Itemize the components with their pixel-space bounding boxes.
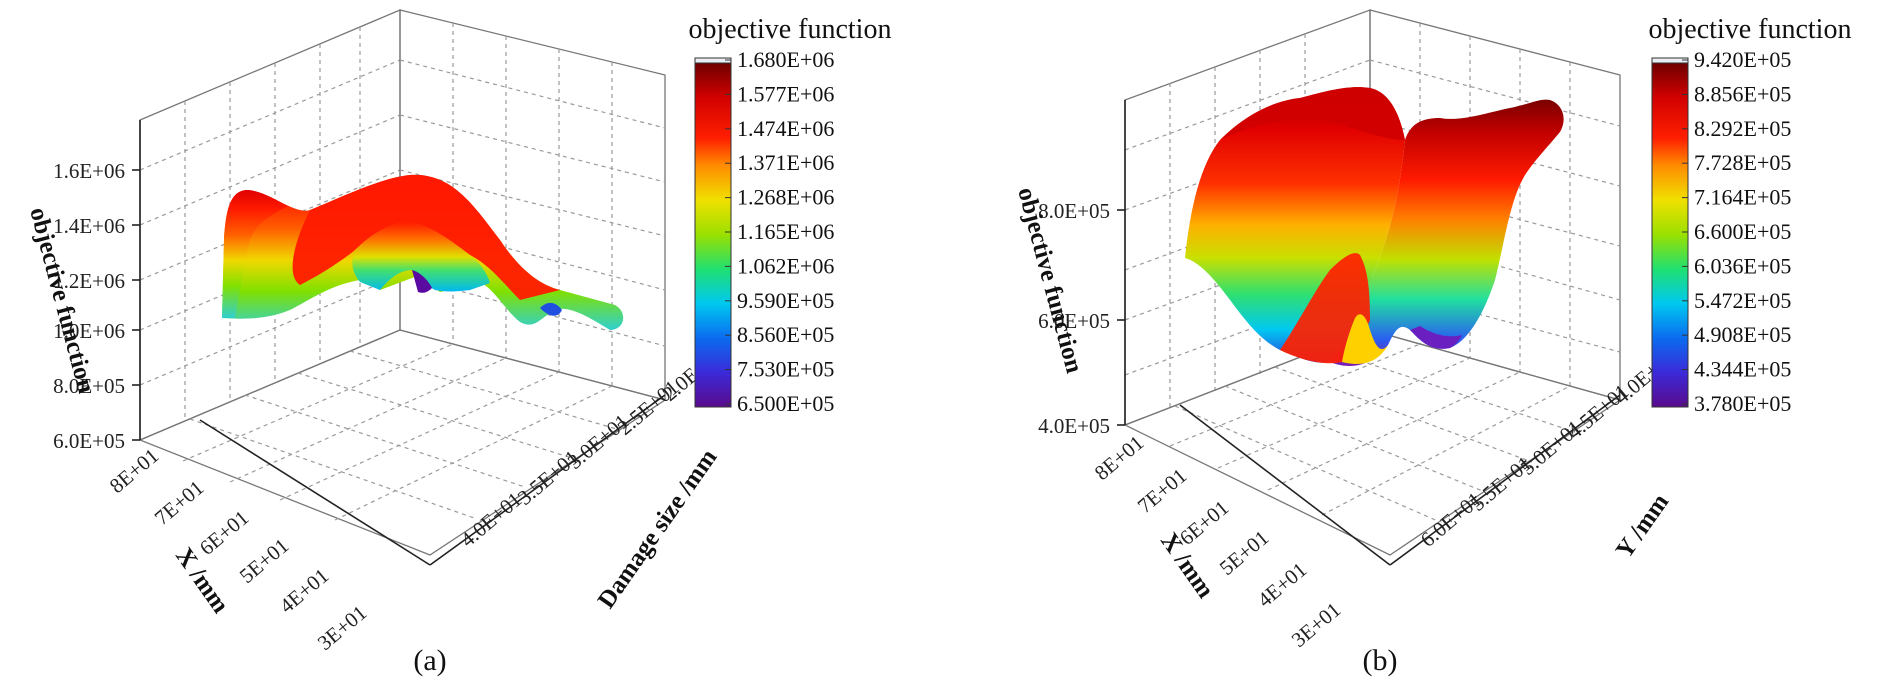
colorbar-label-a-9: 7.530E+05 <box>737 357 834 382</box>
z-tick-b-0: 4.0E+05 <box>1038 414 1110 438</box>
chart-panel-b: 4.0E+05 6.0E+05 8.0E+05 objective functi… <box>950 0 1900 680</box>
colorbar-label-b-1: 8.856E+05 <box>1694 81 1791 106</box>
colorbar-label-b-0: 9.420E+05 <box>1694 47 1791 72</box>
caption-a: (a) <box>413 644 446 677</box>
z-tick-a-1: 8.0E+05 <box>53 374 125 398</box>
colorbar-label-a-4: 1.268E+06 <box>737 185 834 210</box>
x-tick-a-3: 5E+01 <box>235 533 293 587</box>
surface-b <box>1185 87 1564 366</box>
z-tick-a-0: 6.0E+05 <box>53 429 125 453</box>
x-tick-a-2: 6E+01 <box>195 505 253 559</box>
x-tick-b-4: 4E+01 <box>1253 557 1311 611</box>
colorbar-label-b-2: 8.292E+05 <box>1694 116 1791 141</box>
x-axis-a: 8E+01 7E+01 6E+01 5E+01 4E+01 3E+01 X /m… <box>105 419 431 655</box>
y-tick-b-4: 6.0E+01 <box>1416 487 1487 552</box>
colorbar-label-a-3: 1.371E+06 <box>737 150 834 175</box>
x-tick-a-5: 3E+01 <box>313 600 371 654</box>
y-tick-a-3: 3.5E+01 <box>513 445 584 510</box>
y-tick-a-4: 4.0E+01 <box>456 487 527 552</box>
colorbar-label-b-6: 6.036E+05 <box>1694 253 1791 278</box>
colorbar-label-a-5: 1.165E+06 <box>737 219 834 244</box>
z-tick-b-2: 8.0E+05 <box>1038 199 1110 223</box>
colorbar-label-b-10: 3.780E+05 <box>1694 391 1791 416</box>
y-axis-title-a: Damage size /mm <box>593 444 723 613</box>
colorbar-gradient-a <box>694 61 732 408</box>
floor-b <box>1123 329 1622 556</box>
z-tick-a-4: 1.4E+06 <box>53 214 125 238</box>
colorbar-label-a-1: 1.577E+06 <box>737 81 834 106</box>
colorbar-label-b-5: 6.600E+05 <box>1694 219 1791 244</box>
x-tick-b-1: 7E+01 <box>1133 463 1191 517</box>
colorbar-b: objective function 9.420E+05 8.856E+05 8.2… <box>1649 14 1852 416</box>
z-tick-a-2: 1.0E+06 <box>53 319 125 343</box>
caption-b: (b) <box>1363 644 1398 677</box>
colorbar-label-b-9: 4.344E+05 <box>1694 357 1791 382</box>
surface-a <box>222 174 624 330</box>
x-tick-a-4: 4E+01 <box>275 563 333 617</box>
colorbar-label-a-7: 9.590E+05 <box>737 288 834 313</box>
surface-plot-b: 4.0E+05 6.0E+05 8.0E+05 objective functi… <box>1012 9 1852 677</box>
x-tick-b-3: 5E+01 <box>1215 525 1273 579</box>
colorbar-label-a-10: 6.500E+05 <box>737 391 834 416</box>
colorbar-title-b: objective function <box>1649 14 1852 45</box>
colorbar-label-a-2: 1.474E+06 <box>737 116 834 141</box>
colorbar-label-b-7: 5.472E+05 <box>1694 288 1791 313</box>
y-axis-title-b: Y /mm <box>1611 489 1674 564</box>
chart-panel-a: 6.0E+05 8.0E+05 1.0E+06 1.2E+06 1.4E+06 … <box>24 9 892 677</box>
colorbar-label-b-8: 4.908E+05 <box>1694 322 1791 347</box>
colorbar-label-b-4: 7.164E+05 <box>1694 185 1791 210</box>
colorbar-label-a-8: 8.560E+05 <box>737 322 834 347</box>
colorbar-a: objective function 1.680E+06 1.577E+06 1.4… <box>689 14 892 416</box>
colorbar-title-a: objective function <box>689 14 892 45</box>
x-axis-title-a: X /mm <box>170 543 234 618</box>
z-tick-a-3: 1.2E+06 <box>53 269 125 293</box>
colorbar-label-a-0: 1.680E+06 <box>737 47 834 72</box>
floor-a <box>138 329 667 556</box>
z-axis-a: 6.0E+05 8.0E+05 1.0E+06 1.2E+06 1.4E+06 … <box>24 120 141 453</box>
x-tick-a-1: 7E+01 <box>150 475 208 529</box>
z-axis-b: 4.0E+05 6.0E+05 8.0E+05 objective functi… <box>1012 100 1126 438</box>
x-axis-b: 8E+01 7E+01 6E+01 5E+01 4E+01 3E+01 X /m… <box>1090 404 1391 652</box>
x-tick-b-0: 8E+01 <box>1090 430 1148 484</box>
z-tick-a-5: 1.6E+06 <box>53 159 125 183</box>
colorbar-gradient-b <box>1651 61 1689 408</box>
surface-plot-a: 6.0E+05 8.0E+05 1.0E+06 1.2E+06 1.4E+06 … <box>24 9 892 677</box>
x-tick-b-5: 3E+01 <box>1287 597 1345 651</box>
colorbar-label-b-3: 7.728E+05 <box>1694 150 1791 175</box>
z-tick-b-1: 6.0E+05 <box>1038 309 1110 333</box>
colorbar-label-a-6: 1.062E+06 <box>737 253 834 278</box>
y-axis-b: 4.0E+01 4.5E+01 5.0E+01 5.5E+01 6.0E+01 … <box>1389 344 1680 566</box>
y-axis-a: 2.0E+01 2.5E+01 3.0E+01 3.5E+01 4.0E+01 … <box>429 341 728 613</box>
